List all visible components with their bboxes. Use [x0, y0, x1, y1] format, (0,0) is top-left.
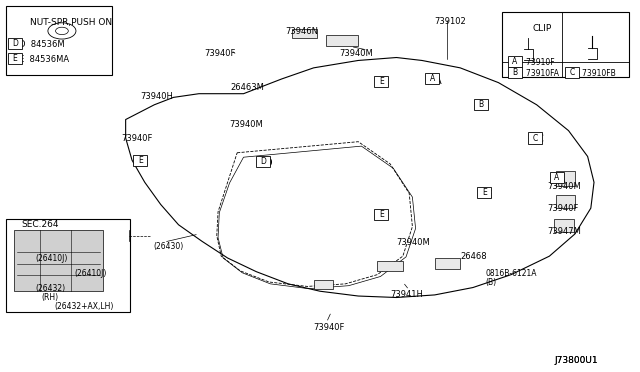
Bar [133, 155, 147, 166]
Bar [374, 209, 388, 220]
Text: (26410J): (26410J) [35, 254, 68, 263]
Bar [502, 13, 629, 77]
Text: 73940F: 73940F [547, 205, 578, 214]
Text: 739102: 739102 [435, 17, 467, 26]
Bar [378, 260, 403, 271]
Text: (26430): (26430) [153, 242, 183, 251]
Bar [508, 56, 522, 67]
Text: 73940F: 73940F [204, 49, 236, 58]
Text: 0816B-6121A: 0816B-6121A [486, 269, 537, 278]
Text: 26463M: 26463M [231, 83, 265, 92]
Text: B: B [483, 101, 489, 111]
Text: A: A [554, 173, 559, 182]
Bar [6, 219, 130, 311]
Text: 73940M: 73940M [339, 49, 373, 58]
Text: J73800U1: J73800U1 [554, 356, 598, 365]
Text: A: A [435, 76, 442, 86]
Text: 73940F: 73940F [121, 134, 152, 143]
Text: A: A [513, 57, 518, 66]
Text: B: B [478, 100, 483, 109]
Text: (26432+AX,LH): (26432+AX,LH) [54, 302, 114, 311]
Text: CLIP: CLIP [532, 23, 552, 32]
Bar [556, 195, 575, 208]
Text: C: C [570, 68, 575, 77]
Text: NUT-SPR,PUSH ON: NUT-SPR,PUSH ON [30, 18, 112, 27]
Text: 73940H: 73940H [140, 92, 173, 101]
Text: E  84536MA: E 84536MA [19, 55, 69, 64]
Bar [508, 67, 522, 78]
Bar [550, 172, 564, 183]
Text: 73940F: 73940F [314, 323, 345, 331]
Text: SEC.264: SEC.264 [22, 220, 60, 229]
Text: (B): (B) [486, 278, 497, 287]
Text: E: E [486, 190, 492, 200]
Text: D: D [264, 158, 272, 168]
Bar [14, 230, 103, 291]
Text: C: C [532, 134, 538, 142]
Text: A  73910F: A 73910F [516, 58, 555, 67]
Text: E: E [138, 155, 143, 165]
Text: A: A [559, 175, 566, 185]
Text: C  73910FB: C 73910FB [572, 68, 616, 78]
Text: (26432): (26432) [35, 284, 65, 293]
Text: (26410J): (26410J) [75, 269, 107, 278]
Bar [477, 187, 492, 198]
Text: D: D [260, 157, 266, 166]
Text: 73940M: 73940M [396, 238, 430, 247]
Text: E: E [383, 79, 388, 89]
Bar [474, 99, 488, 110]
Text: 73940M: 73940M [547, 182, 580, 191]
Text: E: E [482, 188, 487, 197]
Bar [8, 38, 22, 49]
Bar [556, 171, 575, 186]
Bar [326, 35, 358, 46]
Text: E: E [12, 54, 17, 63]
Text: 73946N: 73946N [285, 27, 318, 36]
Text: E: E [379, 210, 383, 219]
Text: D  84536M: D 84536M [19, 40, 65, 49]
Bar [6, 6, 111, 75]
Bar [435, 258, 460, 269]
Text: E: E [379, 77, 383, 86]
Text: E: E [141, 157, 148, 167]
Text: 73941H: 73941H [390, 290, 423, 299]
Bar [565, 67, 579, 78]
Bar [374, 76, 388, 87]
Text: B  73910FA: B 73910FA [516, 68, 559, 78]
Text: D: D [12, 39, 18, 48]
Text: J73800U1: J73800U1 [554, 356, 598, 365]
Bar [529, 132, 542, 144]
Text: A: A [429, 74, 435, 83]
Bar [425, 73, 439, 84]
Text: 73940M: 73940M [230, 119, 263, 129]
Bar [8, 53, 22, 64]
Bar [256, 156, 270, 167]
Text: 73947M: 73947M [547, 227, 580, 235]
Text: E: E [383, 212, 388, 222]
Text: 26468: 26468 [460, 253, 487, 262]
Text: B: B [513, 68, 518, 77]
Bar [314, 280, 333, 289]
Text: (RH): (RH) [42, 293, 59, 302]
Bar [554, 219, 573, 232]
Bar [292, 29, 317, 38]
Text: C: C [537, 134, 543, 144]
